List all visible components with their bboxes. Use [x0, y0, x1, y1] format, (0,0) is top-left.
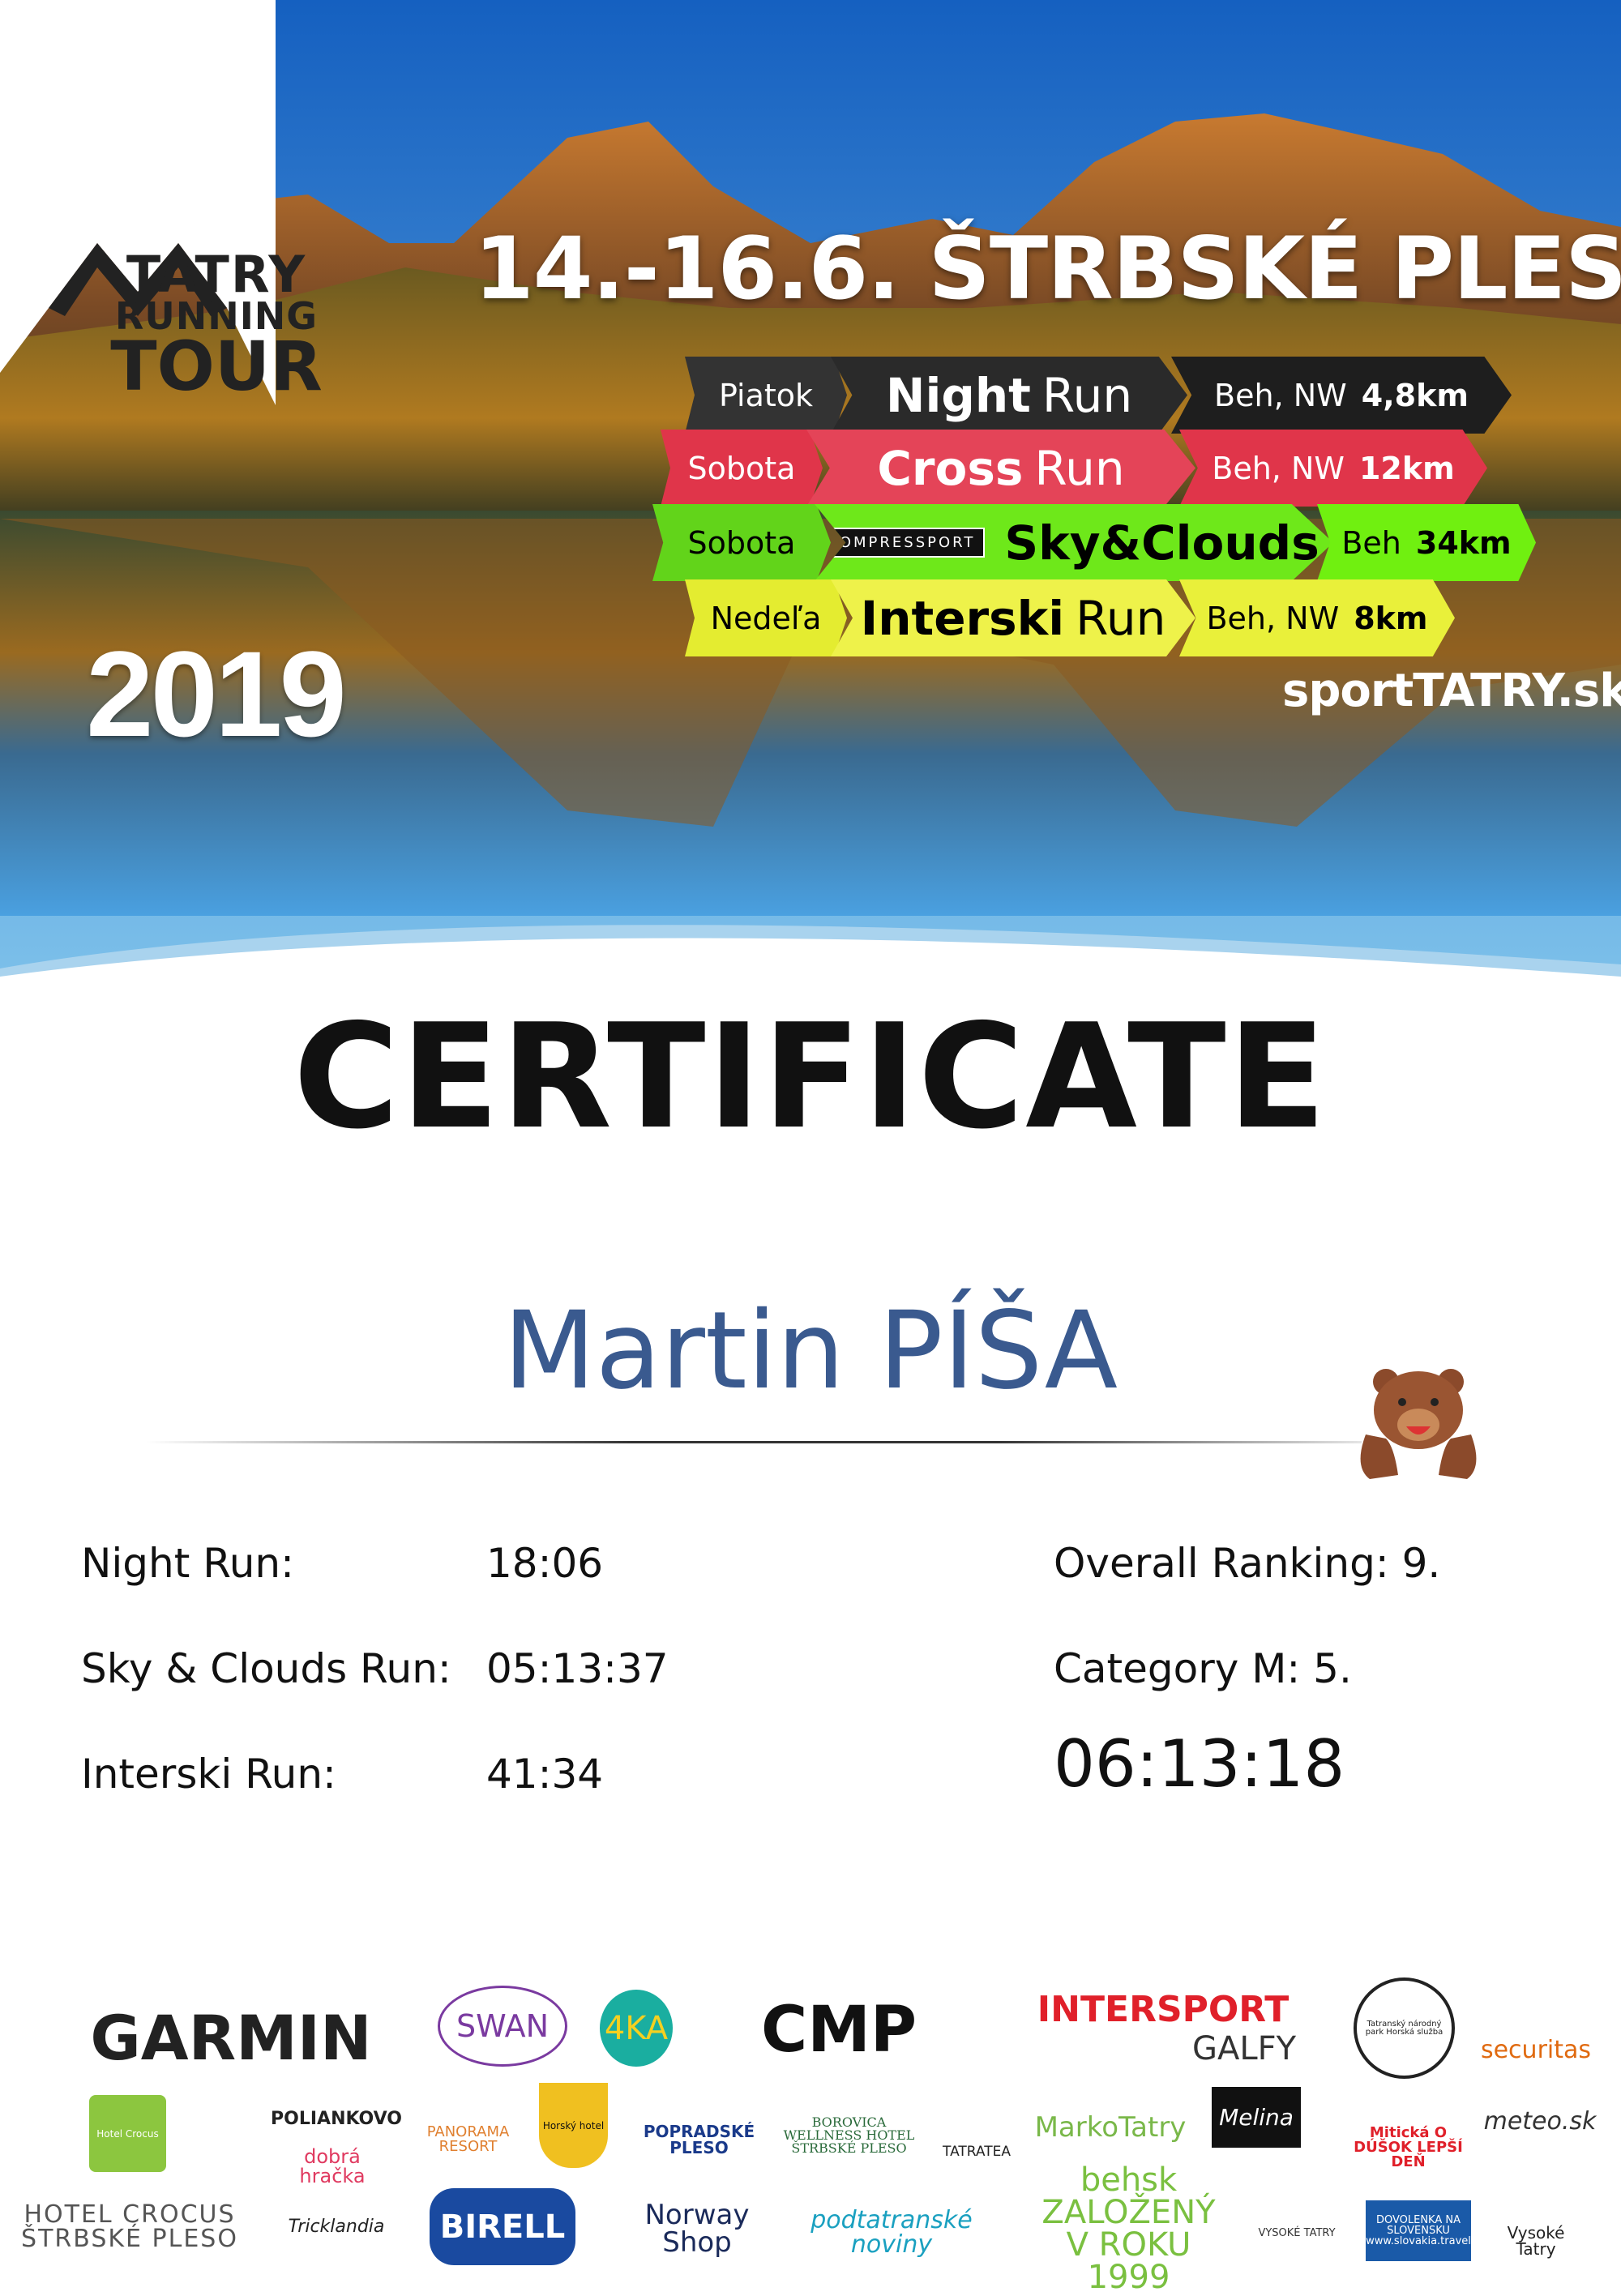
result-label: Sky & Clouds Run:	[81, 1645, 451, 1692]
sponsor-logo-crocus-icon: Hotel Crocus	[89, 2095, 166, 2172]
race-name-light: Run	[1041, 367, 1133, 423]
tour-logo-text: TATRY RUNNING TOUR	[91, 245, 342, 406]
sponsor-logo-garmin: GARMIN	[90, 2002, 372, 2074]
race-day: Piatok	[685, 357, 847, 434]
sponsor-logo-tricklandia: Tricklandia	[288, 2216, 385, 2237]
sponsor-logo-norway-shop: Norway Shop	[644, 2199, 750, 2259]
race-distance: Beh, NW 8km	[1179, 579, 1455, 656]
race-km: 4,8km	[1361, 377, 1469, 413]
sponsor-logo-panorama: PANORAMA RESORT	[426, 2123, 510, 2155]
race-type: Beh, NW	[1212, 450, 1345, 486]
sponsor-logo-borovica: BOROVICA WELLNESS HOTEL ŠTRBSKÉ PLESO	[783, 2114, 915, 2156]
race-km: 12km	[1358, 450, 1455, 486]
result-value: 18:06	[486, 1540, 604, 1587]
race-ribbon-night-run: Piatok Night Run Beh, NW 4,8km	[685, 357, 1512, 434]
logo-line-tatry: TATRY	[126, 245, 307, 304]
participant-name: Martin PÍŠA	[503, 1289, 1118, 1413]
event-year: 2019	[86, 626, 347, 762]
sponsor-logo-podtatranske: podtatranské noviny	[810, 2206, 973, 2259]
sponsor-logo-slovakia-travel: DOVOLENKA NA SLOVENSKU www.slovakia.trav…	[1366, 2200, 1471, 2261]
sponsor-logo-dobra-hracka: dobrá hračka	[299, 2144, 366, 2187]
result-value: 05:13:37	[486, 1645, 669, 1692]
race-km: 8km	[1354, 600, 1428, 636]
sponsor-logo-vysoke-tatry: Vysoké Tatry	[1507, 2223, 1565, 2259]
sponsor-logo-miticka: Mitická O DÚŠOK LEPŠÍ DEŇ	[1354, 2124, 1463, 2170]
race-name-bold: Cross	[877, 440, 1024, 496]
race-distance: Beh, NW 12km	[1179, 430, 1487, 507]
logo-line-running: RUNNING	[114, 293, 319, 338]
sponsor-logo-markotatry: MarkoTatry	[1034, 2111, 1187, 2144]
sponsor-logo-behsk: behsk ZALOŽENÝ V ROKU 1999	[1041, 2161, 1216, 2296]
event-dates-location: 14.-16.6. ŠTRBSKÉ PLESO	[474, 219, 1621, 319]
website-link[interactable]: sportTATRY.sk	[1282, 665, 1621, 717]
race-type: Beh	[1341, 524, 1401, 561]
race-name: Cross Run	[806, 430, 1195, 507]
divider-line	[146, 1441, 1362, 1443]
sponsor-logo-tatratea: TATRATEA	[943, 2143, 1011, 2160]
result-label: Interski Run:	[81, 1751, 336, 1798]
race-name-light: Run	[1034, 440, 1125, 496]
race-ribbon-sky-clouds: Sobota COMPRESSPORT Sky&Clouds Beh 34km	[652, 504, 1536, 581]
race-name: Night Run	[831, 357, 1187, 434]
race-distance: Beh 34km	[1317, 504, 1536, 581]
race-day: Sobota	[661, 430, 823, 507]
race-name: COMPRESSPORT Sky&Clouds	[815, 504, 1333, 581]
sponsor-logo-popradske-pleso: POPRADSKÉ PLESO	[643, 2122, 755, 2157]
sponsor-logo-poliankovo: POLIANKOVO	[271, 2109, 402, 2129]
sponsor-logo-swan: SWAN	[438, 1986, 567, 2067]
sponsor-logo-4ka: 4KA	[600, 1990, 673, 2067]
sponsor-logo-birell: BIRELL	[430, 2188, 575, 2265]
race-type: Beh, NW	[1206, 600, 1340, 636]
race-name-bold: Night	[885, 367, 1031, 423]
result-label: Night Run:	[81, 1540, 294, 1587]
sponsor-logo-intersport: INTERSPORT	[1037, 1989, 1290, 2030]
overall-ranking: Overall Ranking: 9.	[1054, 1540, 1441, 1587]
race-type: Beh, NW	[1214, 377, 1347, 413]
result-value: 41:34	[486, 1751, 604, 1798]
sponsor-logo-melina: Melina	[1212, 2087, 1301, 2148]
total-time: 06:13:18	[1054, 1726, 1345, 1802]
category-ranking: Category M: 5.	[1054, 1645, 1352, 1692]
race-name: Interski Run	[831, 579, 1195, 656]
race-ribbon-interski-run: Nedeľa Interski Run Beh, NW 8km	[685, 579, 1455, 656]
sponsor-logo-vysoke-tatry-region: VYSOKÉ TATRY	[1258, 2226, 1336, 2239]
sponsor-logo-meteo: meteo.sk	[1483, 2106, 1597, 2136]
sponsor-logo-cmp: CMP	[760, 1994, 917, 2067]
race-name-bold: Interski	[860, 590, 1065, 646]
race-name-light: Run	[1076, 590, 1166, 646]
certificate-title: CERTIFICATE	[293, 993, 1328, 1161]
logo-line-tour: TOUR	[110, 326, 323, 406]
race-day: Nedeľa	[685, 579, 847, 656]
tour-logo-banner	[0, 0, 276, 405]
compressport-logo: COMPRESSPORT	[817, 528, 986, 558]
sponsor-logo-horska-sluzba: Tatranský národný park Horská služba	[1354, 1977, 1455, 2079]
hero-banner: TATRY RUNNING TOUR 2019 14.-16.6. ŠTRBSK…	[0, 0, 1621, 981]
race-distance: Beh, NW 4,8km	[1171, 357, 1512, 434]
sponsor-logo-horsky-hotel: Horský hotel	[539, 2083, 608, 2168]
race-day: Sobota	[652, 504, 831, 581]
sponsor-logo-galfy: GALFY	[1191, 2029, 1297, 2067]
race-km: 34km	[1415, 524, 1512, 561]
race-name-bold: Sky&Clouds	[1004, 515, 1319, 571]
bear-mascot-icon	[1360, 1369, 1477, 1479]
sponsor-logo-hotel-crocus: HOTEL CROCUS ŠTRBSKÉ PLESO	[21, 2200, 238, 2253]
sponsor-logo-securitas: securitas	[1480, 2036, 1592, 2064]
race-ribbon-cross-run: Sobota Cross Run Beh, NW 12km	[661, 430, 1487, 507]
